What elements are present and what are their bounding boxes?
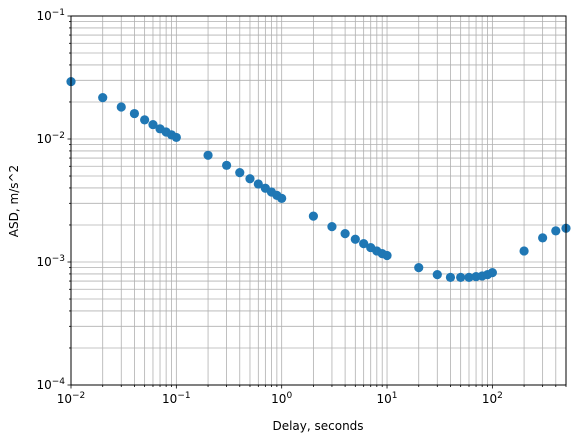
data-point (340, 229, 350, 239)
x-axis-label: Delay, seconds (272, 419, 363, 433)
data-points (66, 76, 571, 282)
data-point (222, 160, 232, 170)
data-point (148, 119, 158, 130)
data-point (277, 193, 287, 203)
y-tick-label: 10−1 (36, 8, 65, 23)
x-tick-label: 101 (377, 391, 398, 406)
data-point (98, 93, 108, 103)
y-axis-label: ASD, m/s^2 (7, 165, 21, 237)
data-point (327, 222, 337, 232)
data-point (129, 108, 140, 119)
x-tick-label: 102 (482, 391, 503, 406)
data-point (359, 239, 369, 249)
plot-frame (70, 15, 567, 386)
data-point (445, 272, 456, 282)
y-tick-label: 10−3 (36, 254, 65, 269)
grid-lines (70, 15, 567, 386)
data-point (140, 115, 150, 125)
data-point (382, 250, 392, 261)
data-point (253, 179, 263, 189)
data-point (464, 272, 474, 282)
x-tick-label: 100 (271, 391, 292, 406)
y-tick-label: 10−2 (36, 131, 65, 146)
data-point (551, 226, 561, 236)
data-point (235, 168, 245, 178)
data-point (171, 132, 181, 143)
data-point (414, 263, 424, 273)
data-point (308, 211, 318, 221)
data-point (245, 174, 255, 184)
y-tick-label: 10−4 (36, 377, 65, 392)
data-point (456, 272, 466, 282)
x-tick-label: 10−1 (162, 391, 191, 406)
data-point (432, 269, 442, 280)
data-point (350, 234, 360, 244)
data-point (203, 150, 213, 160)
data-point (487, 268, 497, 278)
data-point (519, 246, 529, 256)
x-tick-label: 10−2 (57, 391, 86, 406)
data-point (538, 233, 548, 243)
data-point (116, 102, 126, 112)
